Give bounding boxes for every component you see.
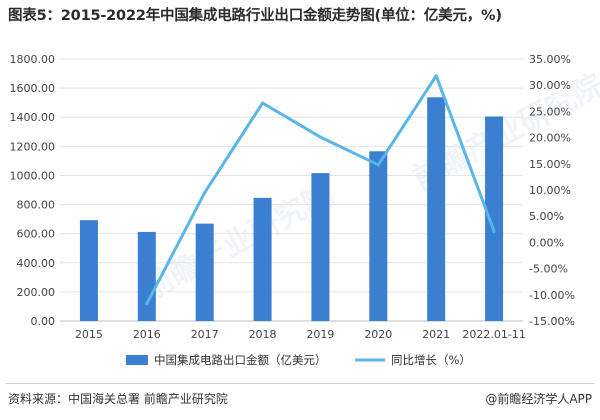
left-axis-tick-label: 1200.00	[10, 140, 56, 153]
right-axis-tick-label: 10.00%	[529, 184, 571, 197]
x-axis-tick-label: 2022.01-11	[462, 328, 525, 341]
x-axis-tick-label: 2015	[75, 328, 103, 341]
bar	[427, 97, 446, 321]
left-axis-tick-label: 1400.00	[10, 111, 56, 124]
legend-bar-swatch	[126, 355, 148, 365]
bar	[137, 231, 156, 321]
bar	[79, 220, 98, 321]
x-axis-tick-label: 2020	[364, 328, 392, 341]
left-axis-tick-label: 800.00	[17, 199, 56, 212]
left-axis-ticks: 0.00 200.00 400.00 600.00 800.00 1000.00 1200.…	[10, 53, 56, 328]
line-point	[145, 302, 149, 306]
line-point	[203, 191, 207, 195]
right-axis-tick-label: 20.00%	[529, 132, 571, 145]
line-series	[145, 74, 496, 306]
footer-divider	[6, 383, 594, 384]
bar	[485, 116, 504, 321]
right-axis-ticks: -15.00% -10.00% -5.00% 0.00% 5.00% 10.00% 15.0…	[529, 53, 575, 328]
line-point	[492, 229, 496, 233]
right-axis-tick-label: 35.00%	[529, 53, 571, 66]
source-note: 资料来源：中国海关总署 前瞻产业研究院	[8, 392, 228, 406]
left-axis-tick-label: 1000.00	[10, 169, 56, 182]
bar-series	[79, 97, 504, 321]
legend-bar-label: 中国集成电路出口金额（亿美元）	[154, 353, 327, 367]
x-axis-tick-label: 2017	[191, 328, 219, 341]
watermark-text-1: 前瞻产业研究院	[137, 178, 339, 307]
chart-title: 图表5：2015-2022年中国集成电路行业出口金额走势图(单位：亿美元，%)	[8, 8, 502, 24]
line-point	[261, 101, 265, 105]
line-point	[318, 135, 322, 139]
left-axis-tick-label: 600.00	[17, 228, 56, 241]
x-axis-ticks: 2015 2016 2017 2018 2019 2020 2021 2022.01-11	[75, 328, 526, 341]
left-axis-tick-label: 200.00	[17, 286, 56, 299]
x-axis-tick-label: 2018	[249, 328, 277, 341]
bar	[311, 173, 330, 321]
bar	[253, 197, 272, 321]
right-axis-tick-label: 30.00%	[529, 79, 571, 92]
right-axis-tick-label: -10.00%	[529, 289, 575, 302]
right-axis-tick-label: -15.00%	[529, 315, 575, 328]
right-axis-tick-label: 5.00%	[529, 210, 564, 223]
gridlines	[60, 58, 523, 322]
right-axis-tick-label: 15.00%	[529, 158, 571, 171]
right-axis-tick-label: 25.00%	[529, 105, 571, 118]
bar	[369, 151, 388, 321]
left-axis-tick-label: 1600.00	[10, 82, 56, 95]
left-axis-tick-label: 0.00	[31, 315, 56, 328]
right-axis-tick-label: -5.00%	[529, 263, 568, 276]
line-point	[434, 74, 438, 78]
x-axis-tick-label: 2021	[422, 328, 450, 341]
left-axis-tick-label: 1800.00	[10, 53, 56, 66]
line-point	[376, 163, 380, 167]
x-axis-tick-label: 2016	[133, 328, 161, 341]
right-axis-tick-label: 0.00%	[529, 236, 564, 249]
legend-line-label: 同比增长（%）	[391, 353, 471, 367]
bar	[195, 223, 214, 321]
legend: 中国集成电路出口金额（亿美元） 同比增长（%）	[126, 353, 471, 367]
brand-credit: @前瞻经济学人APP	[485, 392, 592, 406]
x-axis-tick-label: 2019	[306, 328, 334, 341]
left-axis-tick-label: 400.00	[17, 257, 56, 270]
